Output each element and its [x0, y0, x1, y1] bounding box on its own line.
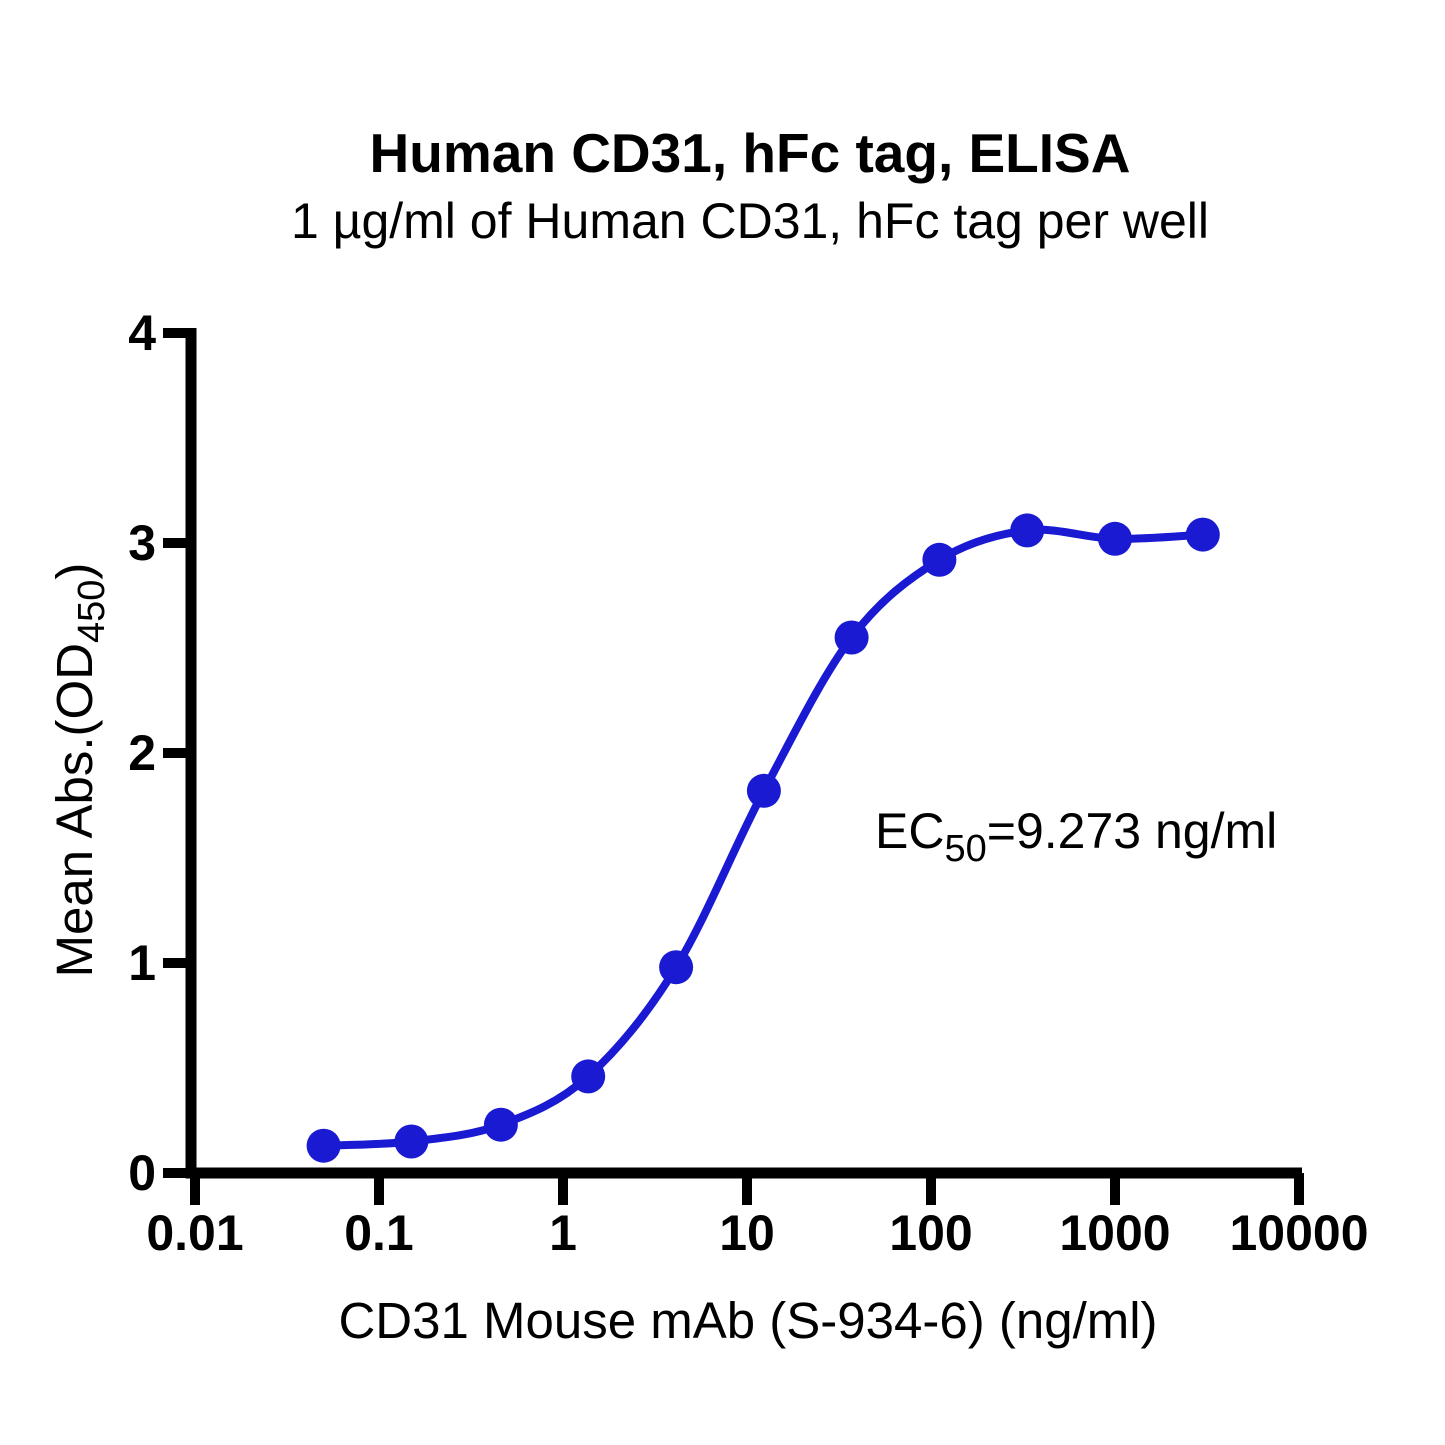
ec50-annotation-pre: EC	[875, 803, 944, 859]
x-tick-label: 10000	[1229, 1205, 1368, 1261]
data-series	[306, 513, 1220, 1163]
chart-title: Human CD31, hFc tag, ELISA	[370, 122, 1131, 184]
x-tick-label: 1000	[1059, 1205, 1170, 1261]
data-point-marker	[746, 773, 781, 808]
x-tick-label: 1	[549, 1205, 577, 1261]
ec50-annotation-subscript: 50	[944, 828, 986, 870]
x-axis-label: CD31 Mouse mAb (S-934-6) (ng/ml)	[338, 1292, 1157, 1349]
chart-subtitle: 1 µg/ml of Human CD31, hFc tag per well	[291, 193, 1209, 249]
y-tick-label: 2	[128, 725, 156, 781]
y-axis-label: Mean Abs.(OD450)	[46, 563, 113, 978]
data-point-marker	[922, 542, 957, 577]
y-tick-label: 4	[128, 305, 156, 361]
x-tick-label: 100	[889, 1205, 972, 1261]
data-point-marker	[394, 1124, 429, 1159]
data-point-marker	[659, 950, 694, 985]
data-point-marker	[1185, 517, 1220, 552]
y-axis-label-close: )	[46, 563, 103, 580]
y-axis-label-subscript: 450	[71, 580, 113, 643]
data-point-marker	[483, 1107, 518, 1142]
x-tick-label: 0.1	[344, 1205, 414, 1261]
x-tick-label: 10	[719, 1205, 775, 1261]
axes: 0.01 0.1 1 10 100 1000 10000 0 1 2 3 4	[128, 305, 1368, 1261]
y-tick-label: 3	[128, 515, 156, 571]
data-point-marker	[306, 1128, 341, 1163]
ec50-annotation-value: =9.273 ng/ml	[987, 803, 1277, 859]
data-point-marker	[834, 620, 869, 655]
ec50-annotation: EC50=9.273 ng/ml	[875, 803, 1277, 870]
data-point-marker	[1098, 521, 1132, 556]
x-tick-label: 0.01	[146, 1205, 243, 1261]
y-tick-label: 1	[128, 935, 156, 991]
data-point-marker	[1010, 513, 1045, 548]
y-axis-label-main: Mean Abs.(OD	[46, 643, 103, 977]
y-tick-label: 0	[128, 1145, 156, 1201]
data-point-marker	[571, 1059, 606, 1094]
